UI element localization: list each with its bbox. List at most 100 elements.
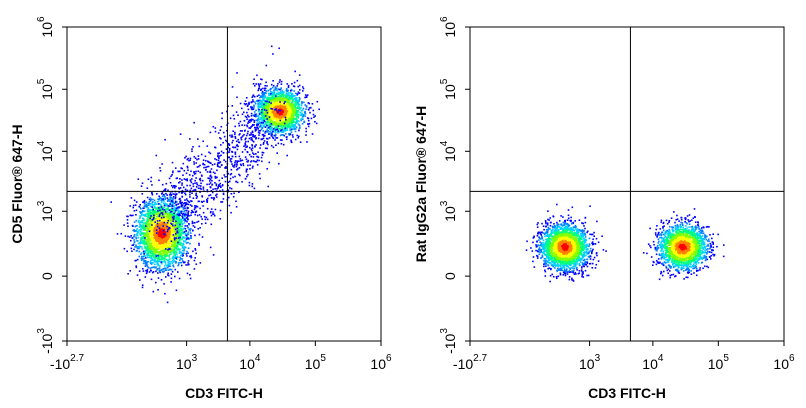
- event-dot: [146, 215, 148, 217]
- event-dot: [161, 241, 164, 243]
- event-dot: [177, 262, 180, 264]
- event-dot: [266, 113, 269, 115]
- event-dot: [273, 98, 276, 100]
- event-dot: [145, 262, 148, 265]
- event-dot: [133, 239, 135, 241]
- event-dot: [250, 101, 253, 104]
- event-dot: [163, 267, 166, 270]
- event-dot: [169, 220, 171, 223]
- event-dot: [218, 184, 220, 186]
- event-dot: [305, 106, 308, 108]
- event-dot: [282, 131, 285, 133]
- event-dot: [163, 195, 166, 198]
- event-dot: [146, 220, 148, 222]
- event-dot: [182, 227, 184, 230]
- event-dot: [265, 81, 267, 84]
- event-dot: [180, 251, 182, 254]
- event-dot: [196, 205, 199, 208]
- event-dot: [264, 123, 266, 125]
- event-dot: [181, 205, 183, 208]
- event-dot: [244, 156, 247, 158]
- event-dot: [151, 246, 154, 248]
- event-dot: [175, 289, 178, 292]
- event-dot: [166, 219, 169, 221]
- event-dot: [284, 96, 286, 99]
- event-dot: [130, 239, 132, 242]
- event-dot: [194, 226, 196, 228]
- event-dot: [283, 104, 285, 106]
- event-dot: [176, 238, 178, 241]
- event-dot: [295, 101, 297, 104]
- event-dot: [266, 127, 269, 130]
- event-dot: [171, 257, 174, 260]
- event-dot: [151, 204, 154, 206]
- event-dot: [152, 207, 154, 210]
- event-dot: [195, 252, 197, 255]
- event-dot: [175, 177, 178, 180]
- event-dot: [161, 254, 164, 257]
- event-dot: [163, 209, 166, 211]
- event-dot: [227, 156, 229, 159]
- event-dot: [160, 227, 162, 229]
- event-dot: [178, 219, 181, 221]
- event-dot: [120, 232, 122, 235]
- event-dot: [266, 122, 268, 124]
- event-dot: [287, 120, 289, 123]
- event-dot: [192, 229, 194, 232]
- event-dot: [269, 107, 271, 109]
- event-dot: [261, 138, 264, 140]
- event-dot: [179, 220, 181, 223]
- event-dot: [264, 104, 266, 107]
- event-dot: [179, 170, 181, 173]
- event-dot: [298, 125, 301, 127]
- event-dot: [177, 263, 180, 266]
- event-dot: [173, 202, 176, 205]
- event-dot: [278, 81, 281, 83]
- event-dot: [161, 246, 164, 249]
- event-dot: [150, 244, 153, 246]
- event-dot: [160, 240, 162, 242]
- event-dot: [149, 261, 152, 263]
- event-dot: [179, 259, 181, 261]
- event-dot: [177, 226, 180, 229]
- event-dot: [160, 269, 162, 272]
- event-dot: [277, 92, 280, 95]
- event-dot: [139, 217, 141, 220]
- event-dot: [259, 111, 262, 114]
- event-dot: [149, 224, 151, 226]
- event-dot: [158, 252, 161, 254]
- event-dot: [228, 196, 230, 199]
- event-dot: [274, 100, 277, 103]
- event-dot: [260, 106, 263, 108]
- event-dot: [165, 232, 168, 235]
- event-dot: [297, 115, 300, 118]
- event-dot: [135, 266, 138, 269]
- event-dot: [162, 249, 165, 252]
- event-dot: [133, 248, 135, 251]
- event-dot: [159, 196, 161, 199]
- event-dot: [186, 179, 188, 182]
- event-dot: [246, 118, 248, 120]
- event-dot: [171, 244, 173, 246]
- event-dot: [276, 93, 279, 95]
- event-dot: [130, 235, 132, 237]
- event-dot: [186, 235, 188, 238]
- event-dot: [172, 245, 174, 248]
- event-dot: [170, 228, 173, 230]
- event-dot: [262, 118, 264, 121]
- event-dot: [148, 226, 151, 229]
- event-dot: [274, 94, 277, 96]
- event-dot: [228, 147, 231, 150]
- event-dot: [173, 215, 175, 218]
- event-dot: [271, 121, 273, 124]
- event-dot: [271, 108, 273, 110]
- event-dot: [181, 258, 184, 260]
- event-dot: [163, 232, 165, 234]
- event-dot: [124, 235, 127, 237]
- event-dot: [258, 119, 260, 121]
- event-dot: [189, 274, 191, 276]
- event-dot: [144, 228, 146, 231]
- event-dot: [273, 101, 276, 103]
- event-dot: [235, 180, 237, 183]
- event-dot: [238, 191, 240, 193]
